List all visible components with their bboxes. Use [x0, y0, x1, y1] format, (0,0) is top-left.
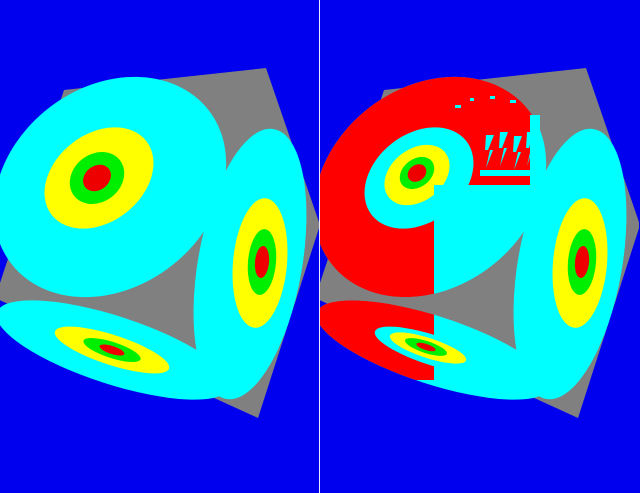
target-face-right	[513, 128, 627, 400]
left-viewport[interactable]	[0, 0, 319, 493]
target-face-right	[193, 128, 307, 400]
viewport-divider	[319, 0, 320, 493]
glitch-artifacts	[455, 96, 540, 185]
target-face-bottom	[0, 300, 230, 400]
cube-render-right	[320, 0, 639, 493]
target-face-bottom-overlay	[320, 290, 550, 400]
cube-render-left	[0, 0, 319, 493]
target-face-front	[0, 76, 227, 298]
right-viewport[interactable]	[320, 0, 639, 493]
target-face-front-overlay	[320, 60, 570, 305]
